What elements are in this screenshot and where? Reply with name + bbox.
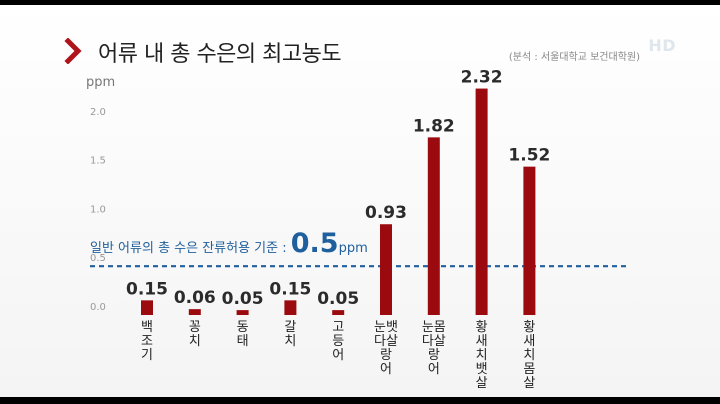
category-label: 백	[141, 320, 153, 335]
slide-card	[0, 5, 720, 397]
reference-label: 일반 어류의 총 수은 잔류허용 기준 : 0.5ppm	[90, 228, 368, 259]
category-label: 황	[523, 320, 535, 335]
category-label: 눈몸	[422, 320, 446, 335]
category-label: 치	[189, 334, 201, 349]
value-labels-group: 0.15 0.06 0.05 0.15 0.050.931.822.321.52	[126, 68, 550, 310]
value-label: 0.05	[222, 289, 264, 309]
value-label: 0.15	[269, 279, 311, 299]
source-note: (분석 : 서울대학교 보건대학원)	[508, 52, 640, 63]
category-label: 황	[476, 320, 488, 335]
category-label: 어	[380, 362, 392, 377]
category-label: 치	[476, 348, 488, 363]
value-label: 0.05	[317, 289, 359, 309]
y-tick-label: 2.0	[90, 107, 106, 118]
bar	[141, 300, 153, 315]
y-axis-unit-label: ppm	[86, 75, 115, 90]
value-label: 0.93	[365, 203, 407, 223]
bar	[523, 166, 536, 315]
value-label: 0.15	[126, 279, 168, 299]
category-label: 치	[523, 348, 535, 363]
y-tick-label: 1.0	[90, 204, 106, 215]
category-label: 몸	[523, 362, 535, 377]
category-label: 새	[523, 334, 535, 349]
bar	[475, 88, 488, 316]
category-label: 랑	[380, 348, 392, 363]
value-label: 2.32	[461, 68, 503, 88]
bar	[332, 310, 345, 315]
value-label: 0.06	[174, 288, 216, 308]
chevron-right-icon	[64, 38, 82, 64]
category-label: 동	[237, 320, 249, 335]
y-tick-label: 0.5	[90, 253, 106, 264]
category-label: 고	[332, 320, 344, 335]
bar	[427, 137, 440, 315]
category-label: 어	[332, 348, 344, 363]
category-label: 치	[284, 334, 296, 349]
reference-label-value: 0.5	[291, 228, 339, 259]
page-title: 어류 내 총 수은의 최고농도	[98, 42, 342, 67]
category-label: 꽁	[189, 320, 201, 335]
bar	[380, 224, 392, 315]
y-axis: ppm 0.0 0.5 1.0 1.5 2.0	[86, 75, 115, 313]
category-label: 살	[523, 376, 535, 391]
hd-watermark: HD	[648, 36, 676, 55]
category-label: 살	[476, 376, 488, 391]
category-label: 다살	[422, 334, 446, 349]
category-label: 새	[476, 334, 488, 349]
value-label: 1.82	[413, 116, 455, 136]
y-tick-label: 0.0	[90, 302, 106, 313]
value-label: 1.52	[508, 146, 550, 166]
bar	[188, 309, 201, 315]
category-label: 조	[141, 334, 153, 349]
category-label: 어	[428, 362, 440, 377]
category-label: 갈	[284, 320, 296, 335]
reference-label-prefix: 일반 어류의 총 수은 잔류허용 기준 :	[90, 241, 291, 256]
category-label: 기	[141, 348, 153, 363]
y-tick-label: 1.5	[90, 156, 106, 167]
reference-line-group: 일반 어류의 총 수은 잔류허용 기준 : 0.5ppm	[90, 228, 628, 268]
category-label: 등	[332, 334, 344, 349]
category-label: 랑	[428, 348, 440, 363]
category-label: 뱃	[476, 362, 488, 377]
reference-label-unit: ppm	[339, 241, 368, 256]
category-label: 눈뱃	[374, 320, 398, 335]
bars-group	[141, 88, 536, 316]
bar	[236, 310, 249, 315]
category-label: 태	[237, 334, 249, 349]
category-label: 다살	[374, 334, 398, 349]
bar	[284, 300, 297, 315]
